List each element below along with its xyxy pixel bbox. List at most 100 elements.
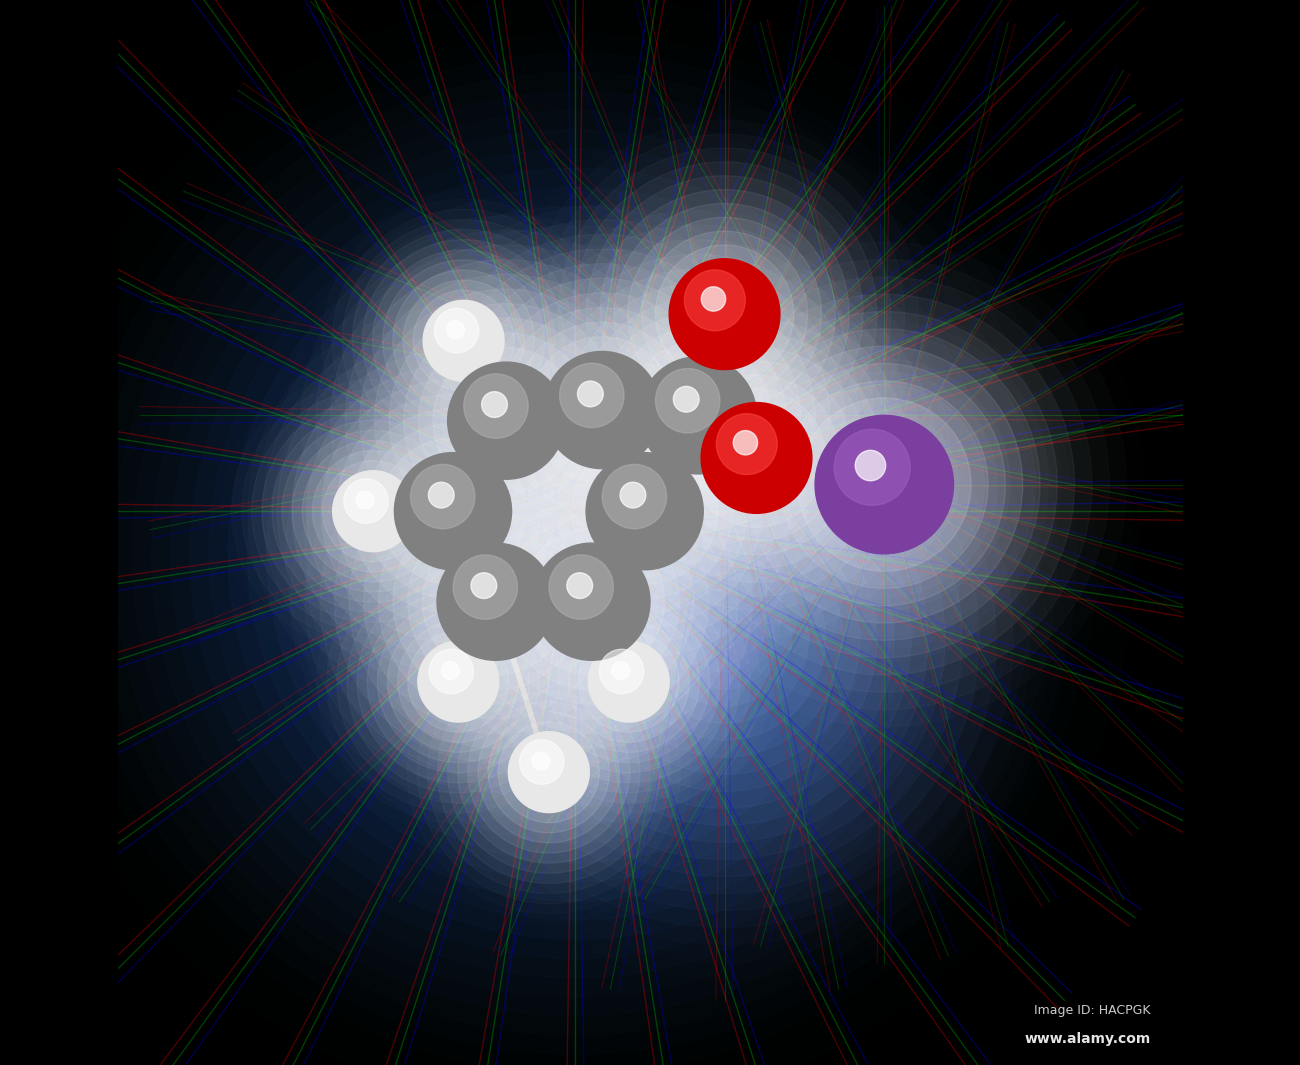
Circle shape	[307, 364, 599, 657]
Circle shape	[351, 409, 555, 613]
Circle shape	[356, 491, 374, 509]
Circle shape	[519, 528, 664, 675]
Circle shape	[673, 387, 699, 412]
Circle shape	[536, 513, 616, 594]
Circle shape	[335, 394, 571, 628]
Circle shape	[437, 543, 554, 660]
Circle shape	[716, 413, 777, 475]
Circle shape	[363, 240, 564, 442]
Circle shape	[477, 456, 673, 652]
Circle shape	[481, 392, 507, 417]
Circle shape	[551, 269, 845, 562]
Circle shape	[374, 289, 638, 553]
Circle shape	[810, 410, 959, 559]
Circle shape	[798, 398, 971, 571]
Circle shape	[460, 470, 723, 734]
Circle shape	[488, 711, 610, 833]
Circle shape	[403, 280, 524, 402]
Circle shape	[835, 429, 910, 506]
Circle shape	[620, 482, 646, 508]
Circle shape	[333, 471, 413, 552]
Circle shape	[377, 601, 540, 763]
Circle shape	[447, 321, 464, 339]
Circle shape	[419, 332, 594, 509]
Circle shape	[439, 417, 712, 690]
Circle shape	[433, 347, 580, 494]
Circle shape	[489, 499, 694, 704]
Circle shape	[413, 291, 515, 392]
Circle shape	[602, 464, 667, 529]
Circle shape	[429, 482, 454, 508]
Circle shape	[684, 269, 745, 331]
Circle shape	[303, 441, 443, 581]
Circle shape	[380, 438, 526, 585]
Circle shape	[282, 420, 464, 602]
Circle shape	[497, 475, 654, 633]
Circle shape	[641, 555, 809, 723]
Circle shape	[516, 494, 636, 613]
Circle shape	[658, 572, 792, 706]
Circle shape	[559, 363, 624, 428]
Circle shape	[367, 590, 550, 773]
Circle shape	[520, 740, 564, 784]
Circle shape	[547, 601, 710, 763]
Circle shape	[586, 176, 863, 453]
Circle shape	[599, 190, 849, 439]
Circle shape	[447, 671, 650, 873]
Circle shape	[568, 621, 689, 742]
Circle shape	[459, 437, 693, 671]
Circle shape	[515, 322, 690, 497]
Circle shape	[763, 363, 1005, 606]
Circle shape	[586, 453, 703, 570]
Circle shape	[478, 702, 620, 843]
Circle shape	[464, 374, 528, 439]
Circle shape	[528, 580, 729, 783]
Circle shape	[529, 337, 675, 484]
Circle shape	[471, 573, 497, 599]
Text: Image ID: HACPGK: Image ID: HACPGK	[1034, 1004, 1150, 1017]
Circle shape	[454, 555, 517, 619]
Circle shape	[382, 260, 545, 422]
Circle shape	[836, 436, 933, 534]
Circle shape	[358, 580, 559, 783]
Circle shape	[567, 573, 593, 599]
Circle shape	[578, 630, 680, 733]
Circle shape	[322, 460, 424, 561]
Circle shape	[780, 381, 988, 588]
Circle shape	[499, 308, 705, 512]
Circle shape	[360, 275, 653, 568]
Circle shape	[566, 283, 829, 547]
Circle shape	[701, 403, 812, 513]
Circle shape	[746, 346, 1023, 623]
Circle shape	[670, 259, 780, 370]
Circle shape	[387, 611, 529, 752]
Circle shape	[646, 347, 867, 569]
Circle shape	[688, 389, 826, 527]
Circle shape	[441, 661, 459, 679]
Circle shape	[577, 381, 603, 407]
Circle shape	[514, 379, 776, 643]
Circle shape	[628, 217, 822, 411]
Circle shape	[543, 351, 660, 469]
Circle shape	[447, 362, 564, 479]
Circle shape	[498, 722, 599, 822]
Circle shape	[292, 430, 454, 592]
Circle shape	[733, 430, 758, 455]
Circle shape	[588, 641, 670, 722]
Circle shape	[393, 499, 598, 704]
Circle shape	[589, 504, 859, 774]
Circle shape	[471, 278, 734, 542]
Circle shape	[429, 650, 473, 693]
Circle shape	[675, 589, 775, 689]
Circle shape	[610, 328, 785, 504]
Circle shape	[398, 621, 519, 742]
Circle shape	[624, 538, 826, 740]
Circle shape	[424, 300, 504, 381]
Circle shape	[508, 732, 589, 813]
Circle shape	[538, 590, 720, 773]
Circle shape	[641, 231, 807, 397]
Circle shape	[343, 479, 389, 523]
Circle shape	[411, 464, 474, 529]
Circle shape	[861, 461, 907, 508]
Circle shape	[640, 357, 757, 474]
